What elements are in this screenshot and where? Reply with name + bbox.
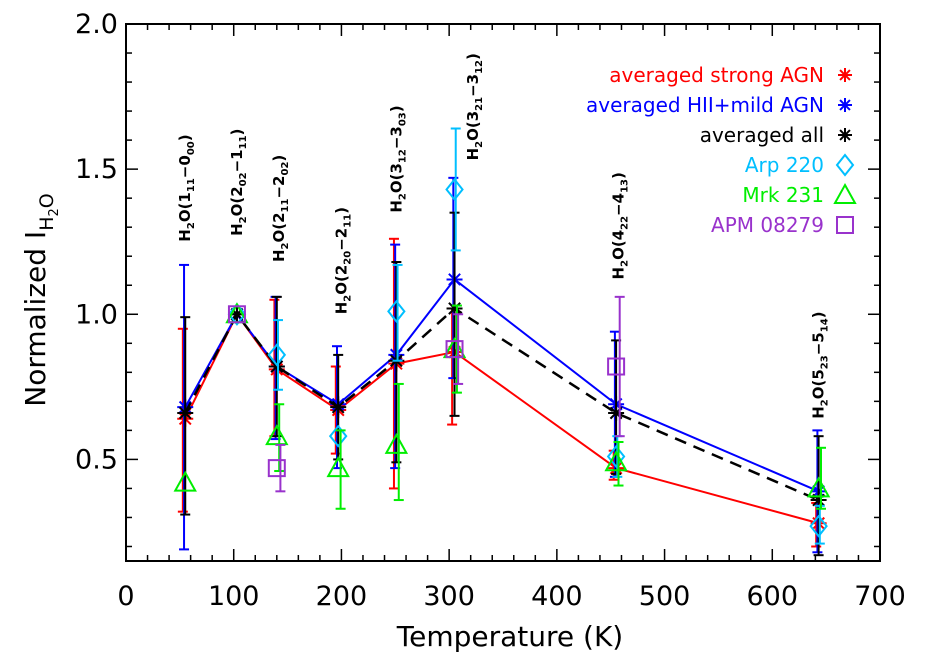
transition-label: H2O(211−202) <box>270 155 291 262</box>
data-point <box>177 404 194 421</box>
y-label-subsub: 2 <box>47 208 62 216</box>
x-tick-label: 700 <box>854 581 906 612</box>
y-tick-label: 2.0 <box>75 9 118 40</box>
transition-label-text: H2O(220−211) <box>332 207 353 314</box>
y-label-sub: H <box>36 217 58 231</box>
x-axis-ticks: 0 100 200 300 400 500 600 700 <box>117 24 906 612</box>
legend-marker <box>836 216 854 234</box>
data-point <box>604 450 628 472</box>
data-point <box>608 404 625 421</box>
transition-label: H2O(321−312) <box>464 53 485 160</box>
transition-label: H2O(523−514) <box>810 311 831 418</box>
transition-label-text: H2O(523−514) <box>810 311 831 418</box>
data-point <box>328 424 348 448</box>
data-point <box>445 177 464 202</box>
x-tick-label: 100 <box>208 581 260 612</box>
legend: averaged strong AGN averaged HII+mild AGN… <box>586 63 857 237</box>
legend-marker <box>838 68 852 82</box>
legend-label: averaged all <box>700 123 824 147</box>
data-point <box>173 470 197 492</box>
transition-label: H2O(422−413) <box>609 172 630 279</box>
x-tick-label: 200 <box>316 581 368 612</box>
data-point <box>387 299 406 323</box>
y-tick-label: 1.0 <box>75 299 118 330</box>
data-point <box>445 340 464 359</box>
legend-marker <box>833 182 857 204</box>
y-axis-ticks: 0.5 1.0 1.5 2.0 <box>75 9 880 548</box>
legend-label: Arp 220 <box>745 153 824 177</box>
x-tick-label: 300 <box>423 581 475 612</box>
data-point <box>384 432 409 454</box>
legend-marker <box>838 128 852 142</box>
legend-marker <box>838 98 852 112</box>
x-tick-label: 600 <box>747 581 799 612</box>
data-point <box>606 444 626 469</box>
y-label-subtail: O <box>36 193 58 208</box>
transition-label-text: H2O(312−303) <box>387 105 408 212</box>
legend-label: Mrk 231 <box>742 183 824 207</box>
data-point <box>267 459 286 478</box>
transition-label: H2O(220−211) <box>332 207 353 314</box>
data-point <box>267 343 287 367</box>
data-point <box>330 399 347 416</box>
y-tick-label: 1.5 <box>75 154 118 185</box>
legend-label: APM 08279 <box>711 213 824 237</box>
transition-label: H2O(202−111) <box>228 129 249 236</box>
series-layer <box>173 127 831 557</box>
transition-label: H2O(111−000) <box>176 134 197 241</box>
legend-marker <box>835 153 855 177</box>
transition-label-text: H2O(202−111) <box>228 129 249 236</box>
data-point <box>607 357 626 376</box>
data-point <box>227 302 247 326</box>
legend-label: averaged HII+mild AGN <box>586 93 824 117</box>
transition-label-text: H2O(321−312) <box>464 53 485 160</box>
data-point <box>326 456 350 478</box>
y-axis-label-text: Normalized IH2O <box>19 193 62 407</box>
transition-label-text: H2O(422−413) <box>609 172 630 279</box>
data-point <box>809 514 828 538</box>
x-tick-label: 400 <box>531 581 583 612</box>
transition-label-text: H2O(211−202) <box>270 155 291 262</box>
data-point <box>806 476 831 498</box>
series-arp-220 <box>227 127 828 545</box>
transition-label-text: H2O(111−000) <box>176 134 197 241</box>
transition-label: H2O(312−303) <box>387 105 408 212</box>
series-mrk-231 <box>173 302 831 510</box>
x-tick-label: 0 <box>117 581 134 612</box>
y-label-main: Normalized I <box>19 231 52 407</box>
plot-border <box>125 23 881 562</box>
x-axis-label: Temperature (K) <box>396 620 623 653</box>
series-apm-08279 <box>227 295 626 493</box>
legend-label: averaged strong AGN <box>609 63 824 87</box>
transition-labels: H2O(111−000) H2O(202−111) H2O(211−202) H2O(… <box>176 53 830 419</box>
data-point <box>227 305 246 324</box>
y-axis-label: Normalized IH2O <box>19 193 62 407</box>
x-tick-label: 500 <box>639 581 691 612</box>
plot-frame <box>125 23 881 562</box>
data-point <box>268 358 285 375</box>
y-tick-label: 0.5 <box>75 444 118 475</box>
